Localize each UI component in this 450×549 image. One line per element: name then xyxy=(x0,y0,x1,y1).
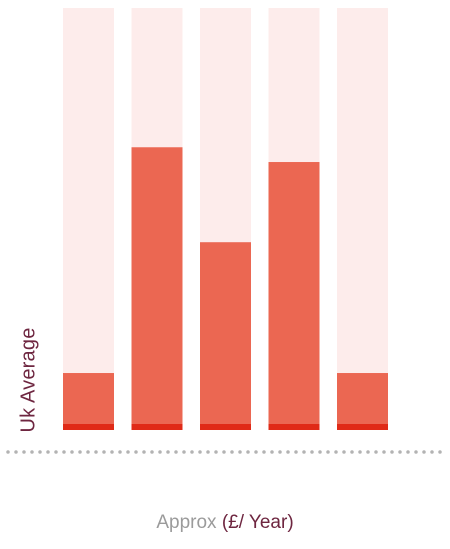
bar-base-2 xyxy=(131,424,183,430)
y-axis-label: Uk Average xyxy=(17,327,40,433)
bar-base-1 xyxy=(63,424,114,430)
bar-3 xyxy=(200,242,251,430)
caption-prefix: Approx xyxy=(156,512,217,533)
bar-track-1 xyxy=(63,8,114,430)
bar-base-5 xyxy=(337,424,388,430)
bar-4 xyxy=(268,162,320,430)
bar-base-4 xyxy=(268,424,320,430)
chart-caption: Approx (£/ Year) xyxy=(0,512,450,534)
bar-track-5 xyxy=(337,8,388,430)
bar-base-3 xyxy=(200,424,251,430)
bar-5 xyxy=(337,373,388,430)
caption-unit: (£/ Year) xyxy=(221,512,294,533)
bars-group xyxy=(63,8,388,430)
bar-2 xyxy=(131,147,183,430)
bar-1 xyxy=(63,373,114,430)
